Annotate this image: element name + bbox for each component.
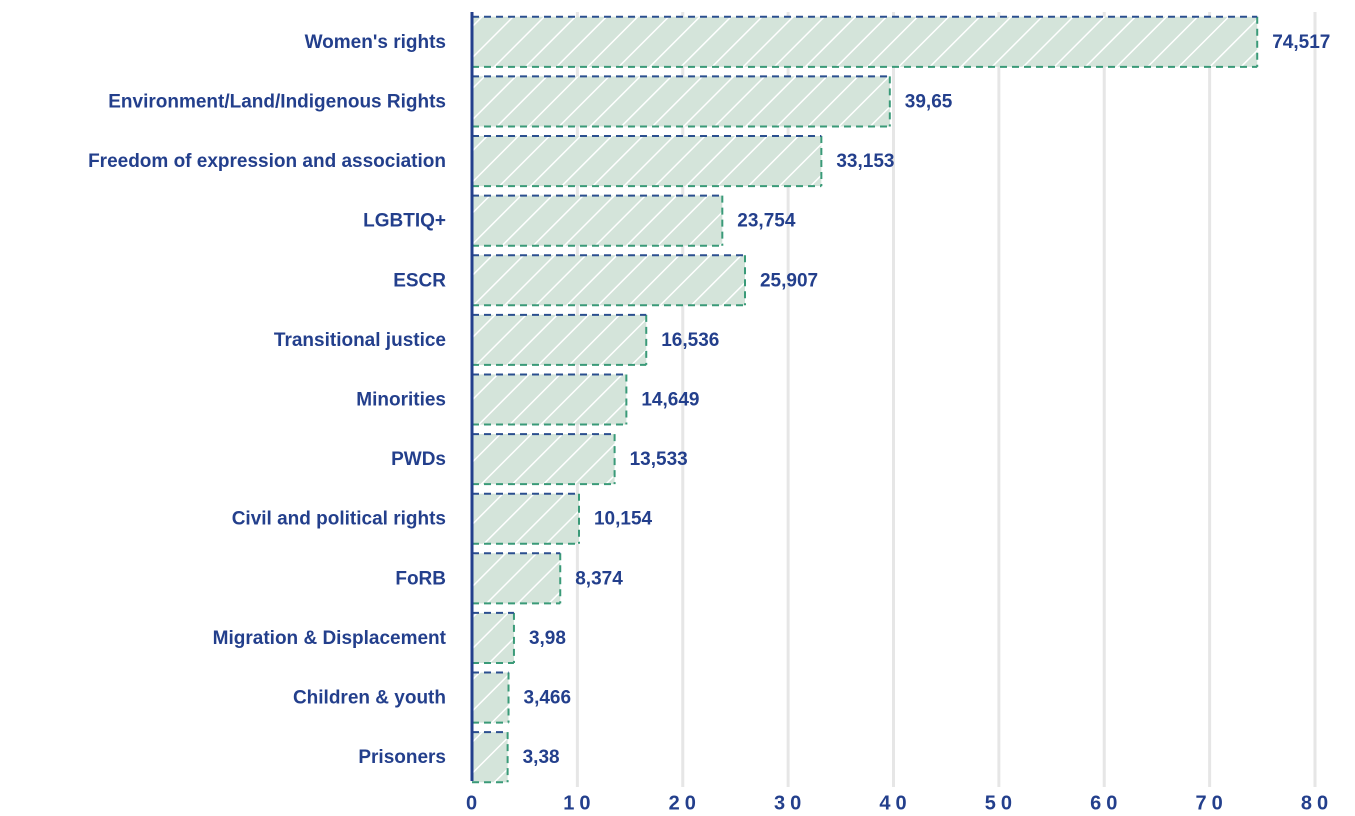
x-tick-label: 40 (879, 792, 911, 814)
bar-hatch (472, 672, 509, 723)
x-tick-label: 30 (774, 792, 806, 814)
bar-hatch (472, 732, 508, 783)
bar-hatch (472, 136, 822, 187)
value-label: 16,536 (661, 330, 719, 351)
x-tick-label: 0 (466, 792, 482, 814)
category-label: FoRB (395, 568, 446, 589)
bar-hatch (472, 553, 561, 604)
category-label: Civil and political rights (232, 509, 446, 530)
category-label: Migration & Displacement (213, 628, 447, 649)
category-label: Children & youth (293, 688, 446, 709)
category-label: Women's rights (305, 32, 446, 53)
category-label: PWDs (391, 449, 446, 470)
category-label: LGBTIQ+ (363, 211, 446, 232)
category-label: Environment/Land/Indigenous Rights (108, 91, 446, 112)
x-tick-label: 10 (563, 792, 595, 814)
x-tick-label: 70 (1196, 792, 1228, 814)
value-label: 13,533 (630, 449, 688, 470)
value-label: 74,517 (1272, 32, 1330, 53)
bar-hatch (472, 195, 723, 246)
value-label: 25,907 (760, 270, 818, 291)
category-label: Prisoners (358, 747, 446, 768)
bar-hatch (472, 76, 890, 127)
value-label: 3,98 (529, 628, 566, 649)
value-label: 14,649 (641, 390, 699, 411)
category-label: ESCR (393, 270, 446, 291)
bar-hatch (472, 434, 615, 485)
bar-hatch (472, 612, 514, 663)
value-label: 10,154 (594, 509, 653, 530)
value-label: 33,153 (836, 151, 894, 172)
value-label: 23,754 (737, 211, 796, 232)
x-tick-label: 60 (1090, 792, 1122, 814)
bar-hatch (472, 314, 647, 365)
value-label: 39,65 (905, 91, 953, 112)
x-tick-label: 20 (669, 792, 701, 814)
value-label: 8,374 (575, 568, 623, 589)
bar-hatch (472, 493, 579, 544)
bar-hatch (472, 255, 745, 306)
bar-hatch (472, 16, 1258, 67)
value-label: 3,38 (523, 747, 560, 768)
category-label: Transitional justice (274, 330, 446, 351)
bar-hatch (472, 374, 627, 425)
x-tick-label: 50 (985, 792, 1017, 814)
x-tick-label: 80 (1301, 792, 1333, 814)
category-label: Freedom of expression and association (88, 151, 446, 172)
category-label: Minorities (356, 390, 446, 411)
value-label: 3,466 (524, 688, 572, 709)
